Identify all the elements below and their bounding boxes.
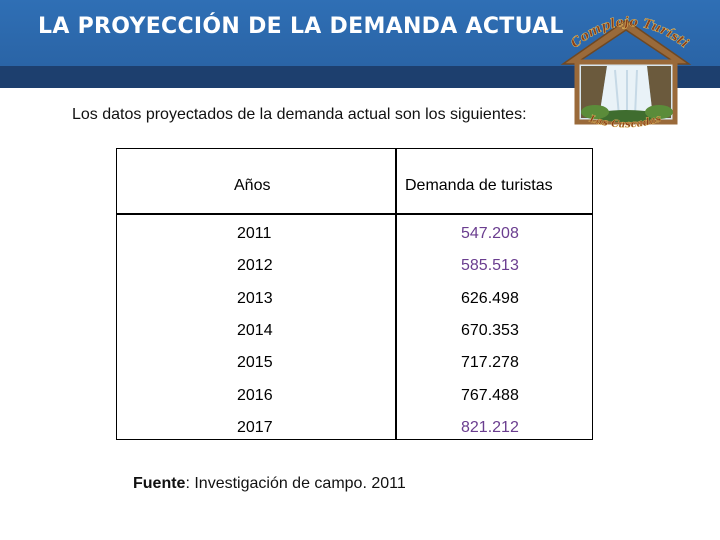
table-cell-year: 2013	[237, 289, 273, 307]
column-divider	[395, 149, 397, 439]
logo-graphic: Complejo Turístico Las Cascadas	[550, 0, 691, 131]
table-cell-demand: 767.488	[461, 386, 519, 404]
table-cell-year: 2017	[237, 418, 273, 436]
table-cell-demand: 585.513	[461, 257, 519, 275]
source-text: : Investigación de campo. 2011	[185, 475, 406, 492]
table-cell-year: 2012	[237, 257, 273, 275]
table-cell-year: 2016	[237, 386, 273, 404]
table-cell-demand: 717.278	[461, 354, 519, 372]
demand-table: Años Demanda de turistas 2011 547.208 2012…	[116, 148, 593, 440]
source-note: Fuente: Investigación de campo. 2011	[133, 475, 406, 493]
header-band	[0, 66, 720, 88]
header-top-bar	[0, 0, 720, 66]
complejo-turistico-logo: Complejo Turístico Las Cascadas	[550, 0, 697, 134]
table-cell-demand: 821.212	[461, 418, 519, 436]
logo-text-top: Complejo Turístico	[550, 0, 691, 52]
table-cell-demand: 547.208	[461, 225, 519, 242]
table-cell-year: 2014	[237, 321, 273, 339]
slide-header: LA PROYECCIÓN DE LA DEMANDA ACTUAL	[0, 0, 720, 88]
table-cell-year: 2011	[237, 225, 272, 242]
source-label: Fuente	[133, 475, 186, 492]
column-header-demand: Demanda de turistas	[405, 177, 553, 194]
svg-text:Complejo Turístico: Complejo Turístico	[555, 8, 691, 52]
intro-text: Los datos proyectados de la demanda actu…	[72, 106, 527, 123]
table-cell-demand: 626.498	[461, 289, 519, 307]
table-cell-year: 2015	[237, 354, 273, 372]
column-header-years: Años	[234, 177, 271, 194]
slide-title: LA PROYECCIÓN DE LA DEMANDA ACTUAL	[38, 14, 564, 39]
header-divider	[117, 213, 592, 215]
table-cell-demand: 670.353	[461, 321, 519, 339]
